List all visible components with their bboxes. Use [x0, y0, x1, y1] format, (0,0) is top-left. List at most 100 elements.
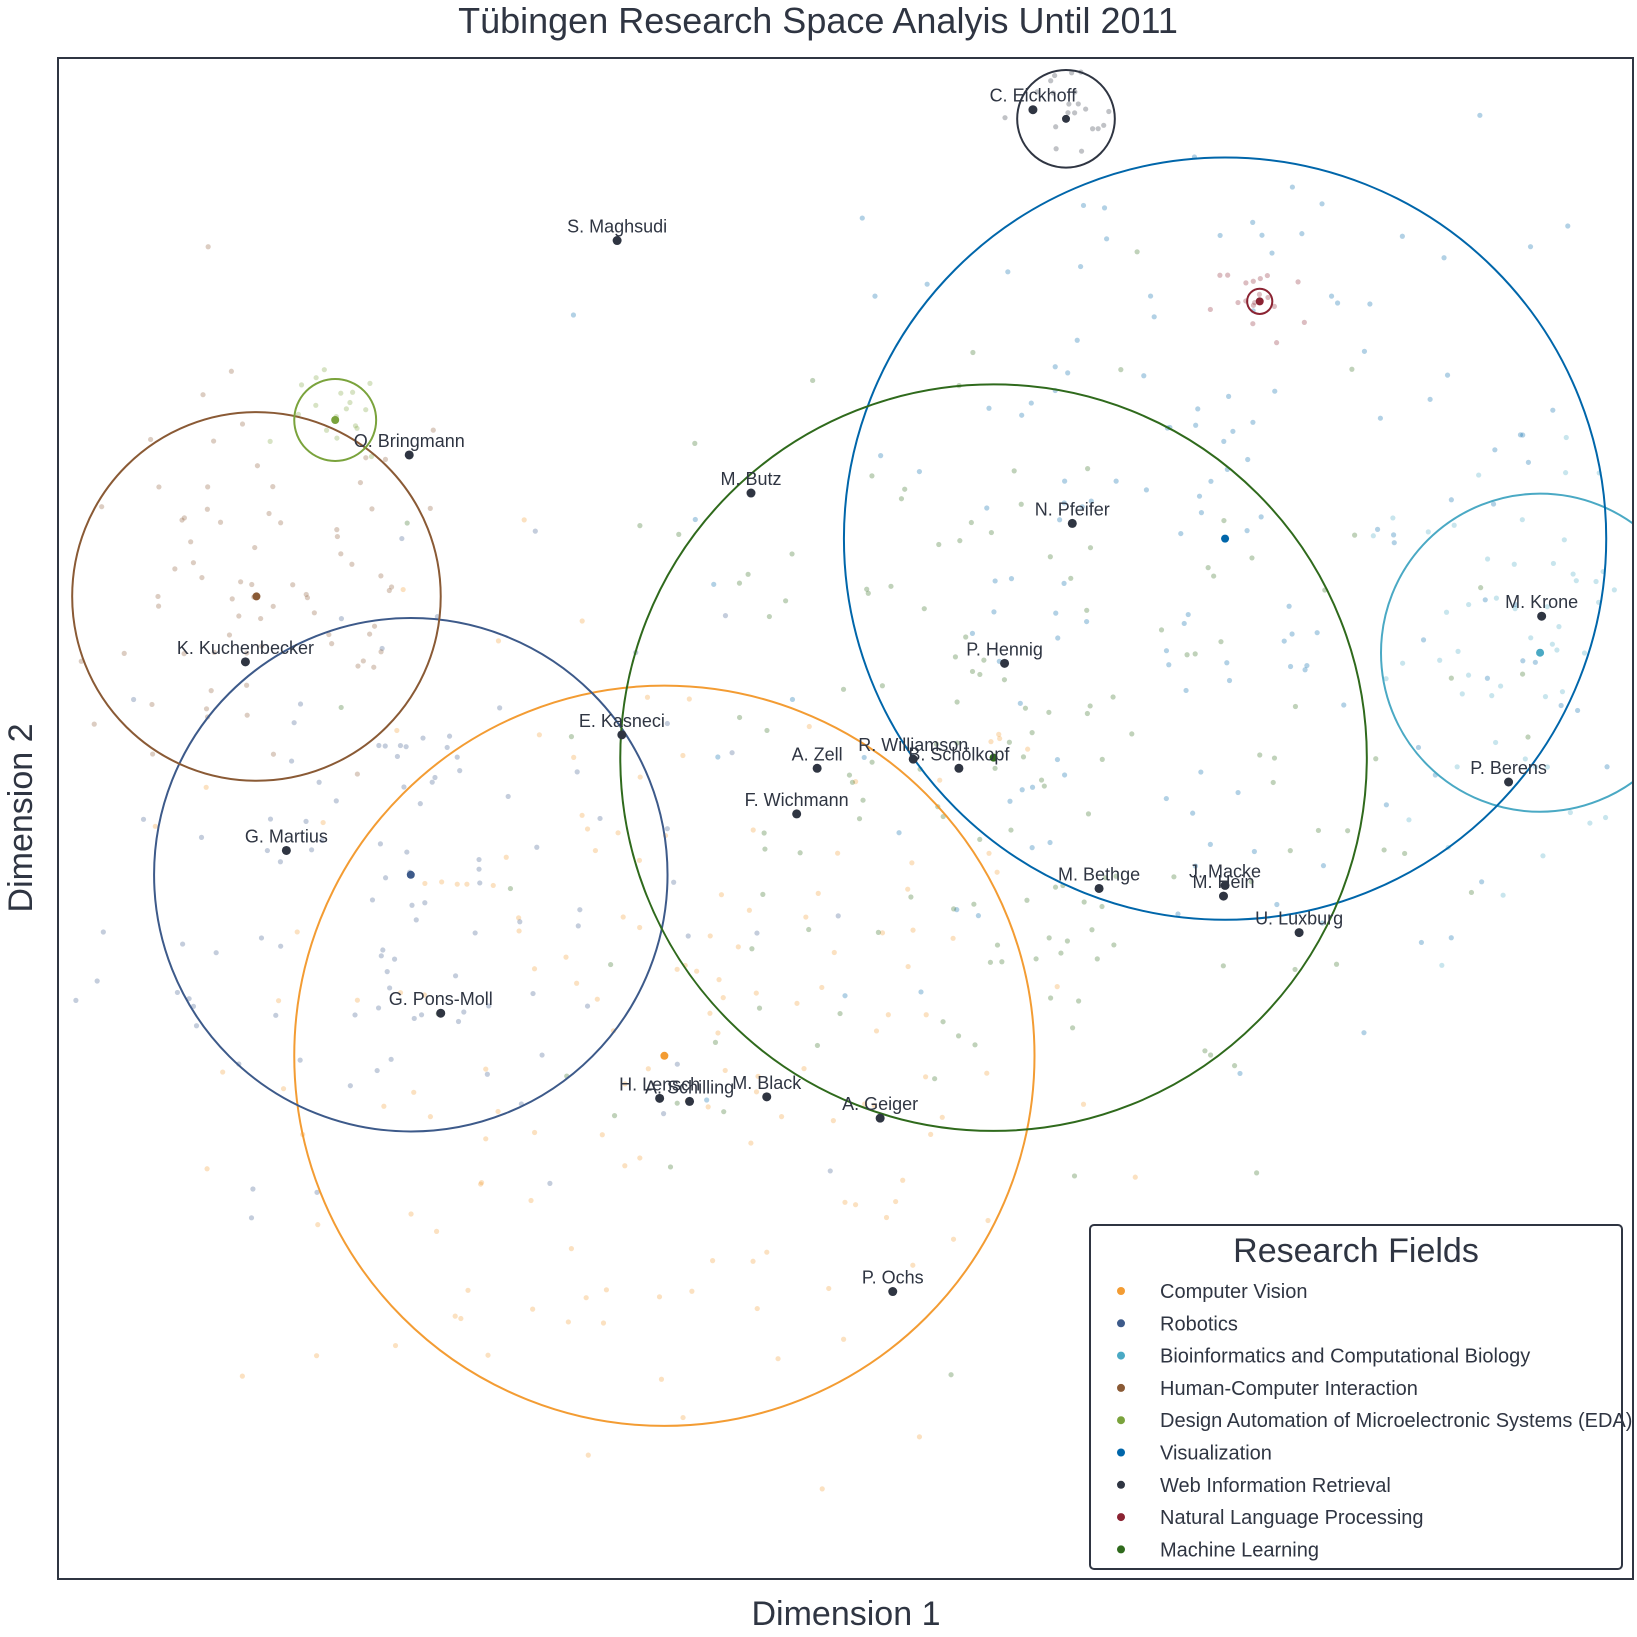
- researcher-dot: [1094, 883, 1104, 893]
- background-dot: [316, 779, 322, 785]
- background-dot: [951, 906, 957, 912]
- background-dot: [1550, 407, 1556, 413]
- background-dot: [1520, 658, 1526, 664]
- background-dot: [685, 933, 691, 939]
- background-dot: [749, 946, 755, 952]
- background-dot: [902, 486, 908, 492]
- background-dot: [1078, 263, 1084, 270]
- background-dot: [211, 649, 217, 655]
- background-dot: [1256, 291, 1263, 298]
- background-dot: [478, 1181, 484, 1187]
- background-dot: [984, 505, 990, 511]
- legend-item: Bioinformatics and Computational Biology: [1117, 1346, 1530, 1368]
- background-dot: [1319, 201, 1325, 207]
- background-dot: [1328, 293, 1335, 299]
- background-dot: [270, 751, 277, 757]
- background-dot: [1078, 148, 1085, 154]
- background-dot: [577, 907, 583, 913]
- background-dot: [1528, 635, 1534, 641]
- background-dot: [597, 815, 603, 822]
- researcher-label: B. Schölkopf: [908, 744, 1010, 764]
- background-dot: [1080, 202, 1087, 209]
- background-dot: [1497, 683, 1504, 689]
- background-dot: [716, 977, 722, 983]
- background-dot: [664, 826, 670, 832]
- background-dot: [806, 926, 812, 933]
- background-dot: [259, 643, 265, 649]
- background-dot: [250, 1186, 256, 1192]
- background-dot: [1361, 348, 1368, 354]
- background-dot: [1024, 897, 1030, 903]
- background-dot: [756, 1005, 763, 1011]
- background-dot: [1465, 672, 1472, 678]
- background-dot: [297, 701, 304, 707]
- background-dot: [1113, 873, 1119, 879]
- background-dot: [200, 392, 206, 398]
- background-dot: [244, 682, 250, 688]
- background-dot: [1226, 393, 1232, 399]
- background-dot: [204, 506, 210, 512]
- background-dot: [846, 772, 853, 778]
- background-dot: [1361, 1030, 1367, 1036]
- background-dot: [594, 996, 600, 1002]
- background-dot: [762, 846, 768, 852]
- background-dot: [883, 1214, 890, 1221]
- background-dot: [149, 701, 155, 708]
- background-dot: [1245, 456, 1251, 463]
- background-dot: [1286, 603, 1292, 609]
- background-dot: [308, 847, 315, 853]
- background-dot: [1088, 498, 1094, 504]
- background-dot: [267, 438, 273, 444]
- background-dot: [1399, 233, 1405, 239]
- background-dot: [910, 1262, 916, 1268]
- background-dot: [1406, 817, 1412, 823]
- background-dot: [916, 468, 922, 475]
- background-dot: [1562, 470, 1569, 476]
- background-dot: [1211, 573, 1217, 579]
- field-centers: [252, 114, 1545, 1060]
- background-dot: [611, 1113, 618, 1119]
- background-dot: [1570, 571, 1576, 577]
- background-dot: [801, 1066, 807, 1072]
- background-dot: [1047, 839, 1053, 846]
- background-dot: [644, 694, 651, 700]
- background-dot: [1019, 412, 1025, 418]
- background-dot: [521, 517, 527, 523]
- background-dot: [319, 837, 325, 844]
- background-dot: [1047, 554, 1053, 560]
- background-dot: [1418, 939, 1425, 946]
- background-dot: [735, 944, 741, 950]
- background-dot: [1349, 366, 1355, 372]
- background-dot: [1175, 911, 1181, 917]
- background-dot: [1533, 764, 1539, 770]
- background-dot: [992, 765, 998, 771]
- researcher-dot: [1294, 928, 1304, 938]
- background-dot: [452, 1313, 458, 1319]
- background-dot: [896, 830, 902, 836]
- researcher-label: H. Lensch: [619, 1074, 700, 1094]
- researcher-dot: [240, 657, 250, 667]
- background-dot: [1250, 219, 1256, 225]
- researcher-dot: [792, 809, 802, 819]
- background-dot: [1593, 578, 1599, 585]
- background-dot: [1094, 956, 1100, 962]
- background-dot: [996, 731, 1002, 737]
- background-dot: [404, 520, 410, 526]
- background-dot: [1381, 847, 1387, 853]
- background-dot: [401, 784, 407, 790]
- background-dot: [378, 953, 384, 959]
- background-dot: [1451, 522, 1457, 528]
- background-dot: [291, 720, 297, 726]
- background-dot: [1099, 756, 1105, 762]
- field-center-dot: [406, 870, 415, 879]
- background-dot: [969, 630, 976, 636]
- background-dot: [1352, 532, 1358, 538]
- background-dot: [1171, 874, 1177, 880]
- background-dot: [862, 1101, 868, 1107]
- legend-label: Human-Computer Interaction: [1160, 1378, 1418, 1400]
- background-dot: [1248, 879, 1254, 885]
- background-dot: [313, 402, 319, 408]
- background-dot: [338, 551, 344, 557]
- background-dot: [1151, 314, 1157, 320]
- background-dot: [987, 959, 994, 965]
